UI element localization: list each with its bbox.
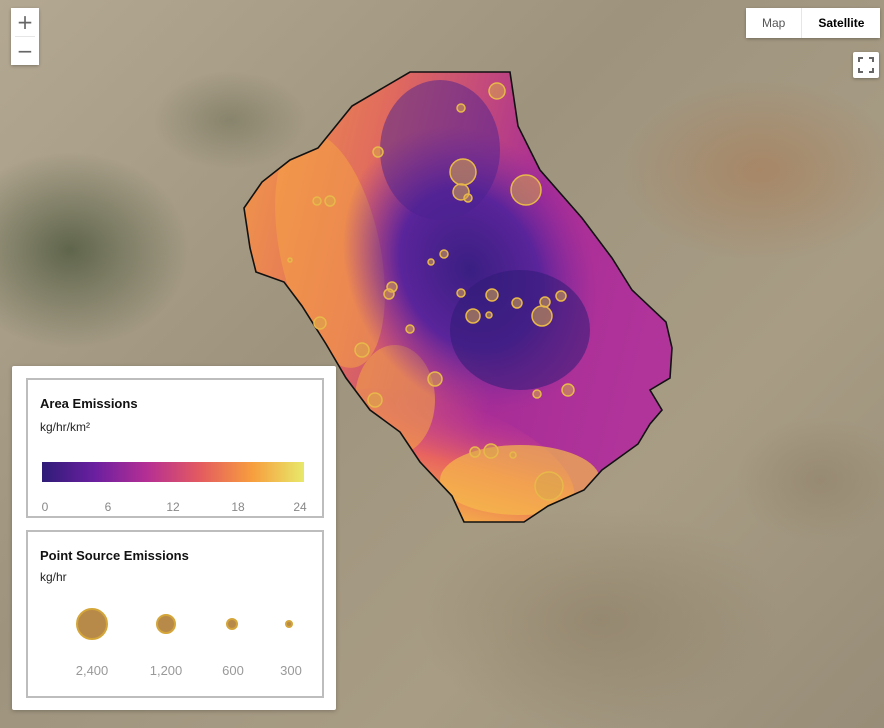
region-boundary — [243, 71, 673, 523]
ramp-tick-label: 24 — [293, 500, 307, 514]
area-emissions-title: Area Emissions — [40, 396, 138, 411]
point-source — [532, 389, 542, 399]
ramp-tick-label: 18 — [231, 500, 245, 514]
point-source — [456, 103, 466, 113]
color-ramp — [42, 462, 304, 482]
map-type-divider — [801, 8, 803, 38]
point-source — [367, 392, 383, 408]
zoom-out-button[interactable]: − — [11, 37, 39, 65]
point-source-legend: Point Source Emissions kg/hr 2,400 1,200… — [26, 530, 324, 698]
point-source-unit: kg/hr — [40, 570, 67, 584]
point-source — [287, 257, 293, 263]
point-source — [465, 308, 481, 324]
point-source — [483, 443, 499, 459]
fullscreen-button[interactable] — [853, 52, 879, 78]
ramp-tick-label: 6 — [104, 500, 112, 514]
point-source — [312, 196, 322, 206]
zoom-in-button[interactable]: + — [11, 8, 39, 36]
map-type-map-button[interactable]: Map — [746, 8, 802, 38]
point-source — [531, 305, 553, 327]
point-sources — [287, 82, 575, 501]
point-source — [324, 195, 336, 207]
point-source — [427, 258, 435, 266]
point-source — [534, 471, 564, 501]
point-source — [439, 249, 449, 259]
ramp-tick-label: 12 — [166, 500, 180, 514]
zoom-control: + − — [11, 8, 39, 65]
point-source — [509, 451, 517, 459]
point-source — [372, 146, 384, 158]
point-source-size-swatch — [76, 608, 108, 640]
area-emissions-unit: kg/hr/km² — [40, 420, 91, 434]
point-source-size-label: 600 — [222, 663, 244, 678]
point-source — [383, 288, 395, 300]
point-source — [511, 297, 523, 309]
point-source — [456, 288, 466, 298]
point-source — [427, 371, 443, 387]
point-source — [485, 288, 499, 302]
point-source — [469, 446, 481, 458]
ramp-tick-label: 0 — [41, 500, 49, 514]
point-source — [463, 193, 473, 203]
point-source — [485, 311, 493, 319]
point-source-title: Point Source Emissions — [40, 548, 189, 563]
point-source — [488, 82, 506, 100]
point-source-size-label: 1,200 — [149, 663, 183, 678]
point-source-size-swatch — [156, 614, 176, 634]
point-source — [555, 290, 567, 302]
area-emissions-legend: Area Emissions kg/hr/km² 0 6 12 18 24 — [26, 378, 324, 518]
point-source-size-label: 2,400 — [75, 663, 109, 678]
point-source — [449, 158, 477, 186]
map-type-satellite-button[interactable]: Satellite — [802, 8, 881, 38]
zoom-divider — [15, 36, 35, 37]
point-source — [405, 324, 415, 334]
point-source — [313, 316, 327, 330]
legend-panel: Area Emissions kg/hr/km² 0 6 12 18 24 Po… — [12, 366, 336, 710]
point-source — [561, 383, 575, 397]
point-source-size-swatch — [226, 618, 238, 630]
point-source-size-swatch — [285, 620, 293, 628]
point-source — [354, 342, 370, 358]
point-source — [510, 174, 542, 206]
fullscreen-icon — [858, 57, 874, 73]
point-source-size-label: 300 — [280, 663, 302, 678]
map-type-control: Map Satellite — [746, 8, 881, 38]
